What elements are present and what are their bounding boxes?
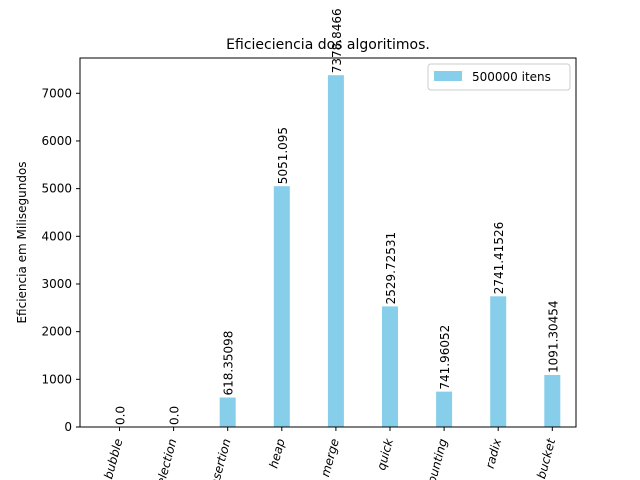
x-tick-label-merge: merge bbox=[318, 437, 342, 478]
bar-heap bbox=[273, 186, 290, 427]
y-tick-label-2: 2000 bbox=[41, 325, 72, 339]
value-label-merge: 7378.8466 bbox=[330, 8, 344, 73]
y-tick-label-6: 6000 bbox=[41, 134, 72, 148]
y-tick-label-4: 4000 bbox=[41, 229, 72, 243]
y-tick-label-5: 5000 bbox=[41, 182, 72, 196]
x-tick-label-bucket: bucket bbox=[534, 436, 558, 480]
x-tick-label-bubble: bubble bbox=[101, 437, 125, 480]
x-tick-label-insertion: insertion bbox=[206, 437, 233, 480]
value-label-radix: 2741.41526 bbox=[492, 222, 506, 295]
value-label-insertion: 618.35098 bbox=[222, 331, 236, 396]
bar-merge bbox=[327, 75, 344, 428]
x-tick-label-counting: counting bbox=[423, 437, 450, 480]
x-tick-label-heap: heap bbox=[266, 437, 287, 470]
x-tick-label-selection: selection bbox=[152, 437, 179, 480]
x-axis: bubble selection insertion heap merge quick co… bbox=[101, 427, 559, 480]
value-label-selection: 0.0 bbox=[168, 406, 182, 425]
value-label-quick: 2529.72531 bbox=[384, 232, 398, 305]
legend-swatch bbox=[434, 71, 462, 81]
chart-title: Eficieciencia dos algoritimos. bbox=[226, 37, 430, 53]
value-label-counting: 741.96052 bbox=[438, 325, 452, 390]
legend-box bbox=[427, 63, 571, 91]
plot-frame bbox=[79, 57, 577, 428]
value-label-heap: 5051.095 bbox=[276, 127, 290, 184]
value-label-bucket: 1091.30454 bbox=[546, 300, 560, 373]
legend-label: 500000 itens bbox=[472, 70, 551, 84]
y-axis: 0 1000 2000 3000 4000 5000 6000 7000 bbox=[41, 86, 80, 434]
value-label-bubble: 0.0 bbox=[114, 406, 128, 425]
bar-quick bbox=[382, 306, 398, 427]
y-tick-label-7: 7000 bbox=[41, 86, 72, 100]
bar-insertion bbox=[219, 397, 236, 427]
bars-group bbox=[219, 75, 561, 428]
x-tick-label-radix: radix bbox=[483, 436, 505, 470]
y-tick-label-0: 0 bbox=[64, 420, 72, 434]
y-tick-label-1: 1000 bbox=[41, 372, 72, 386]
x-tick-label-quick: quick bbox=[374, 436, 396, 472]
y-tick-label-3: 3000 bbox=[41, 277, 72, 291]
bar-bucket bbox=[544, 374, 561, 427]
value-labels-group: 0.0 0.0 618.35098 5051.095 7378.8466 2529.725… bbox=[114, 8, 561, 425]
legend: 500000 itens bbox=[427, 63, 571, 91]
bar-counting bbox=[436, 391, 453, 427]
bar-radix bbox=[490, 296, 507, 427]
y-axis-label: Eficiencia em Milisegundos bbox=[15, 161, 29, 323]
